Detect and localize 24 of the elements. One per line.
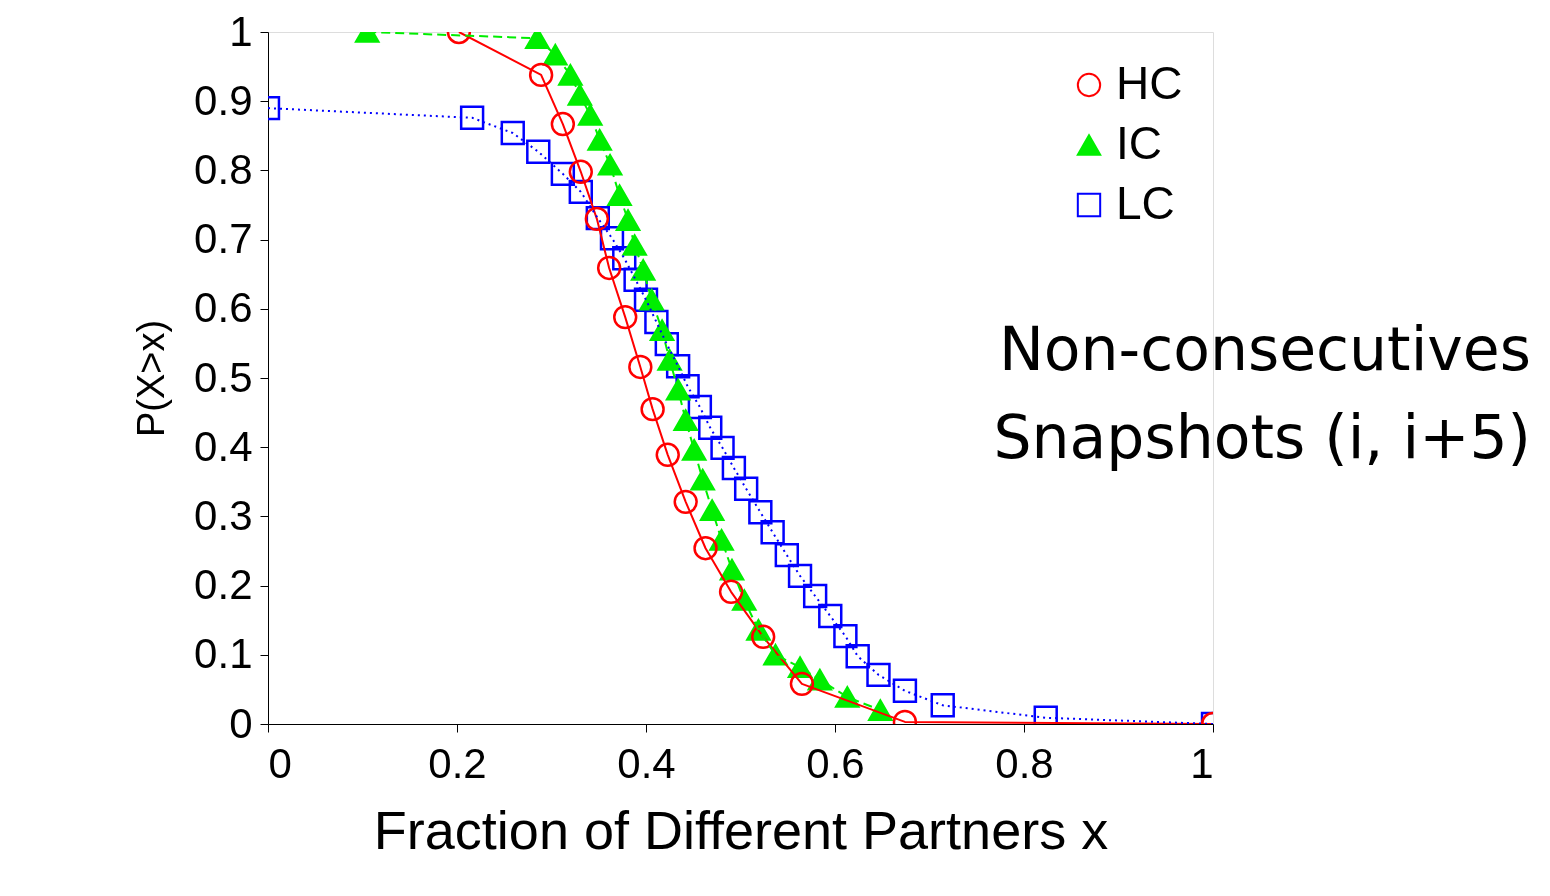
legend-label: HC: [1116, 57, 1183, 109]
x-tick-label: 0.6: [806, 739, 865, 787]
legend-label: LC: [1116, 177, 1175, 229]
annotation: Non-consecutives: [998, 314, 1531, 384]
y-tick-label: 0.8: [194, 145, 253, 193]
x-tick-label: 1: [1190, 739, 1214, 787]
x-tick-label: 0.2: [428, 739, 487, 787]
y-tick-label: 1: [229, 7, 253, 55]
x-tick-label: 0.4: [617, 739, 676, 787]
y-tick-label: 0: [229, 699, 253, 747]
y-tick-label: 0.7: [194, 215, 253, 263]
y-tick-label: 0.1: [194, 630, 253, 678]
annotation: Snapshots (i, i+5): [993, 402, 1531, 472]
x-tick-label: 0: [268, 739, 292, 787]
x-axis-title: Fraction of Different Partners x: [373, 799, 1109, 860]
y-tick-label: 0.5: [194, 353, 253, 401]
y-tick-label: 0.4: [194, 422, 253, 470]
y-tick-label: 0.9: [194, 76, 253, 124]
y-tick-label: 0.2: [194, 561, 253, 609]
y-tick-label: 0.6: [194, 284, 253, 332]
legend-label: IC: [1116, 117, 1162, 169]
y-tick-label: 0.3: [194, 491, 253, 539]
x-tick-label: 0.8: [995, 739, 1054, 787]
y-axis-title: P(X>x): [130, 319, 173, 438]
